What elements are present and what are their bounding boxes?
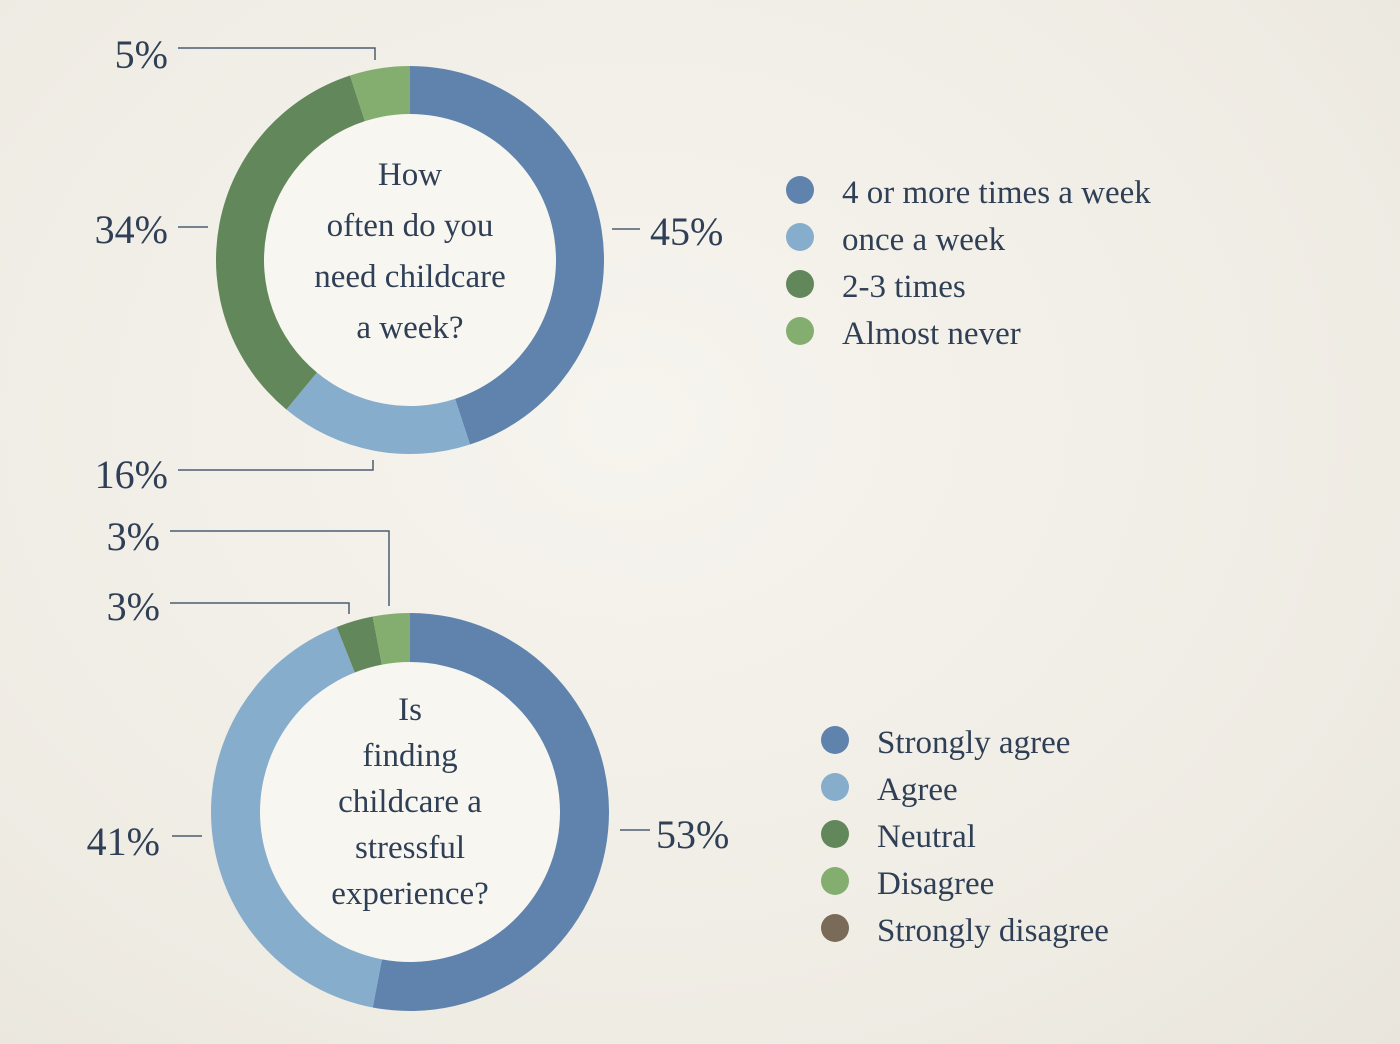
donut-2-value-label-1: 53% xyxy=(656,812,729,857)
donut-2-slice-3 xyxy=(336,616,382,673)
legend-2-swatch-4 xyxy=(821,867,849,895)
legend-1-label-3: 2-3 times xyxy=(842,269,966,305)
donut-1-slice-4 xyxy=(350,66,410,122)
donut-1-leader-2 xyxy=(178,460,374,471)
donut-2-slice-1 xyxy=(372,613,609,1011)
donut-1-value-label-2: 16% xyxy=(95,452,168,497)
donut-2-value-label-3: 3% xyxy=(107,584,160,629)
donut-chart-1: 45% 16% 34% 5% How often do you need childcare… xyxy=(95,32,1152,497)
donut-2-slice-4 xyxy=(372,613,410,665)
legend-2-label-1: Strongly agree xyxy=(877,725,1070,761)
donut-2-center xyxy=(260,662,560,962)
donut-2-leader-4 xyxy=(170,530,390,606)
donut-2-value-label-4: 3% xyxy=(107,514,160,559)
legend-1-label-1: 4 or more times a week xyxy=(842,175,1151,211)
legend-2-swatch-2 xyxy=(821,773,849,801)
legend-1-swatch-2 xyxy=(786,223,814,251)
legend-2-swatch-5 xyxy=(821,914,849,942)
legend-1-swatch-4 xyxy=(786,317,814,345)
donut-1-value-label-3: 34% xyxy=(95,207,168,252)
legend-2-label-2: Agree xyxy=(877,772,958,808)
donut-2-value-label-2: 41% xyxy=(87,819,160,864)
donut-1-slice-2 xyxy=(286,372,470,455)
legend-2: Strongly agree Agree Neutral Disagree Strong… xyxy=(821,725,1109,949)
donut-2-slice-2 xyxy=(210,626,382,1008)
donut-2-title: Is finding childcare a stressful experience? xyxy=(331,692,489,912)
donut-chart-2: 53% 41% 3% 3% Is finding childcare a stressful e… xyxy=(87,514,1109,1011)
donut-1-center xyxy=(264,114,556,406)
legend-2-swatch-3 xyxy=(821,820,849,848)
legend-1-swatch-3 xyxy=(786,270,814,298)
donut-2-leader-3 xyxy=(170,602,350,614)
legend-2-label-4: Disagree xyxy=(877,866,994,902)
donut-1-slice-3 xyxy=(215,75,365,410)
donut-1-slice-1 xyxy=(410,66,604,445)
donut-1-title: How often do you need childcare a week? xyxy=(314,157,505,346)
legend-1-label-4: Almost never xyxy=(842,316,1021,352)
donut-1-value-label-1: 45% xyxy=(650,209,723,254)
legend-2-label-3: Neutral xyxy=(877,819,976,855)
legend-1-label-2: once a week xyxy=(842,222,1006,258)
legend-2-label-5: Strongly disagree xyxy=(877,913,1109,949)
donut-1-leader-4 xyxy=(178,47,376,60)
legend-1: 4 or more times a week once a week 2-3 tim… xyxy=(786,175,1151,352)
legend-2-swatch-1 xyxy=(821,726,849,754)
donut-1-value-label-4: 5% xyxy=(115,32,168,77)
legend-1-swatch-1 xyxy=(786,176,814,204)
